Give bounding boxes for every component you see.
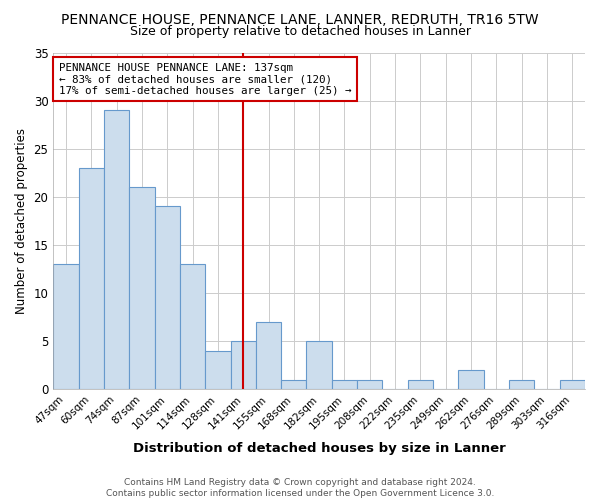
Bar — [205, 350, 230, 389]
Text: Size of property relative to detached houses in Lanner: Size of property relative to detached ho… — [130, 25, 470, 38]
X-axis label: Distribution of detached houses by size in Lanner: Distribution of detached houses by size … — [133, 442, 506, 455]
Bar — [180, 264, 205, 389]
Bar — [307, 341, 332, 389]
Bar — [332, 380, 357, 389]
Y-axis label: Number of detached properties: Number of detached properties — [15, 128, 28, 314]
Text: PENNANCE HOUSE, PENNANCE LANE, LANNER, REDRUTH, TR16 5TW: PENNANCE HOUSE, PENNANCE LANE, LANNER, R… — [61, 12, 539, 26]
Bar — [129, 187, 155, 389]
Bar — [458, 370, 484, 389]
Bar — [104, 110, 129, 389]
Bar — [509, 380, 535, 389]
Text: Contains HM Land Registry data © Crown copyright and database right 2024.
Contai: Contains HM Land Registry data © Crown c… — [106, 478, 494, 498]
Bar — [560, 380, 585, 389]
Bar — [256, 322, 281, 389]
Bar — [53, 264, 79, 389]
Bar — [155, 206, 180, 389]
Bar — [281, 380, 307, 389]
Bar — [408, 380, 433, 389]
Text: PENNANCE HOUSE PENNANCE LANE: 137sqm
← 83% of detached houses are smaller (120)
: PENNANCE HOUSE PENNANCE LANE: 137sqm ← 8… — [59, 62, 351, 96]
Bar — [230, 341, 256, 389]
Bar — [357, 380, 382, 389]
Bar — [79, 168, 104, 389]
